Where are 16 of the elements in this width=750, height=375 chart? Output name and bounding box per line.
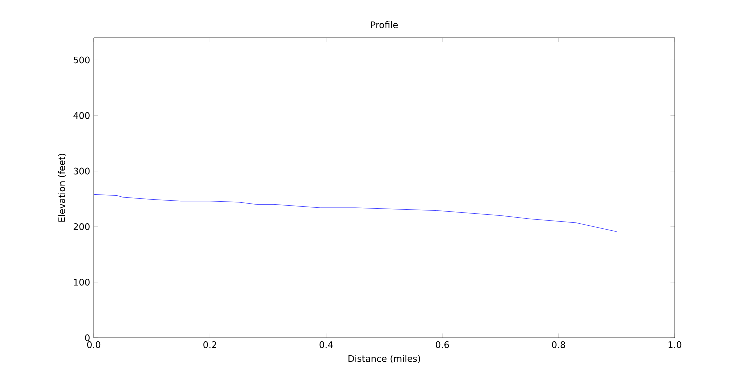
line-series [94,194,618,232]
x-tick-label: 0.0 [87,342,101,348]
x-tick-label: 0.8 [552,342,566,348]
y-tick-label: 100 [74,279,90,286]
x-axis-title: Distance (miles) [348,355,420,364]
y-tick-label: 500 [74,56,90,64]
x-tick-label: 0.6 [436,342,450,348]
x-tick-label: 0.2 [204,342,216,348]
y-tick-label: 400 [74,112,90,120]
y-tick-label: 300 [74,168,90,175]
y-tick-label: 0 [85,334,90,342]
y-tick-label: 200 [74,223,90,230]
chart-title: Profile [371,22,398,28]
x-tick-label: 1.0 [668,342,682,348]
x-tick-label: 0.4 [320,342,334,348]
y-axis-title: Elevation (feet) [58,154,66,222]
